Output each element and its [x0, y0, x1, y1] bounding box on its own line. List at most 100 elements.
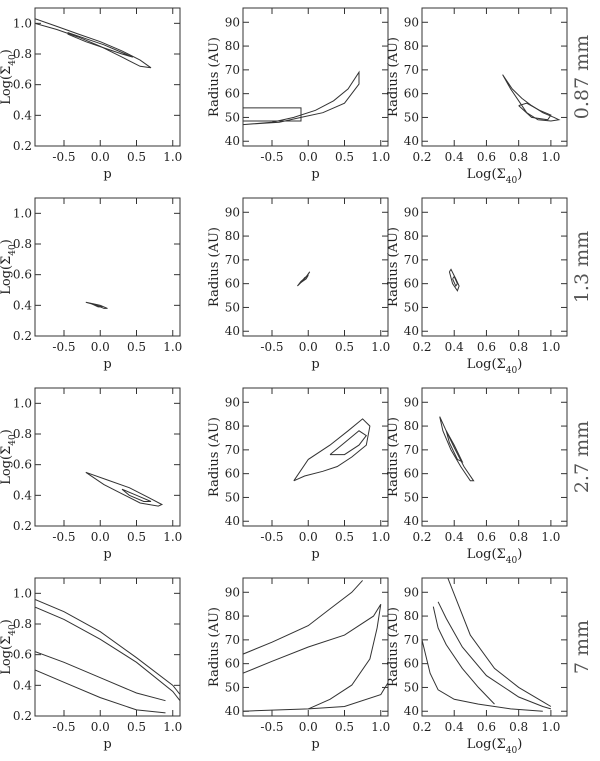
y-tick-label: 80 [225, 39, 240, 53]
y-tick-label: 80 [404, 609, 419, 623]
y-tick-label: 0.6 [13, 648, 32, 662]
panel-r3-c2: 0.2 0.4 0.6 0.8 1.0 40 50 60 70 80 90 Log(Σ40) Radiu… [386, 577, 568, 756]
y-tick-label: 40 [225, 134, 240, 148]
x-tick-label: 0.8 [509, 720, 528, 734]
x-tick-label: 0.8 [509, 150, 528, 164]
panel-frame [421, 387, 568, 527]
panel-frame [34, 197, 181, 337]
y-tick-label: 80 [225, 419, 240, 433]
y-tick-label: 50 [404, 300, 419, 314]
y-tick-label: 80 [225, 609, 240, 623]
y-tick-label: 60 [404, 657, 419, 671]
x-tick-label: 0.0 [299, 530, 318, 544]
x-tick-label: 1.0 [163, 530, 182, 544]
contour-line-0 [439, 416, 475, 482]
y-tick-label: 70 [404, 253, 419, 267]
y-tick-label: 70 [225, 63, 240, 77]
x-tick-label: 0.8 [509, 340, 528, 354]
contour-line-1 [35, 606, 180, 702]
x-tick-label: -0.5 [52, 720, 75, 734]
contour-line-1 [67, 32, 134, 58]
y-tick-label: 40 [404, 704, 419, 718]
contour-line-0 [243, 580, 363, 655]
y-tick-label: 0.4 [13, 108, 32, 122]
panel-r1-c1: -0.5 0.0 0.5 1.0 40 50 60 70 80 90 p Radius (AU) [207, 197, 390, 372]
contour-line-0 [447, 578, 552, 707]
contour-line-0 [448, 268, 460, 292]
x-tick-label: 0.6 [477, 720, 496, 734]
x-tick-label: -0.5 [260, 150, 283, 164]
x-tick-label: 0.5 [127, 720, 146, 734]
y-tick-label: 50 [225, 110, 240, 124]
x-tick-label: 0.4 [445, 530, 464, 544]
x-tick-label: 0.5 [335, 720, 354, 734]
panel-r2-c0: -0.5 0.0 0.5 1.0 0.2 0.4 0.6 0.8 1.0 p Log(Σ40) [0, 387, 182, 562]
y-tick-label: 50 [404, 680, 419, 694]
panel-frame [421, 7, 568, 147]
y-tick-label: 1.0 [13, 586, 32, 600]
contour-line-1 [437, 601, 552, 710]
y-tick-label: 0.4 [13, 298, 32, 312]
panel-r0-c0: -0.5 0.0 0.5 1.0 0.2 0.4 0.6 0.8 1.0 p Log(Σ40) [0, 7, 182, 182]
x-axis-label: p [103, 357, 111, 372]
x-tick-label: 0.0 [91, 340, 110, 354]
contour-line-0 [502, 74, 561, 122]
x-axis-label: p [103, 737, 111, 752]
x-axis-label: Log(Σ40) [467, 357, 523, 376]
x-tick-label: 0.0 [299, 340, 318, 354]
contour-line-3 [243, 682, 388, 712]
x-tick-label: 0.0 [299, 720, 318, 734]
panel-frame [34, 577, 181, 717]
panel-r1-c2: 0.2 0.4 0.6 0.8 1.0 40 50 60 70 80 90 Log(Σ40) Radiu… [386, 197, 568, 376]
y-axis-label: Radius (AU) [207, 607, 222, 687]
x-tick-label: 0.6 [477, 340, 496, 354]
x-tick-label: 1.0 [371, 720, 390, 734]
y-tick-label: 70 [225, 633, 240, 647]
y-tick-label: 0.4 [13, 678, 32, 692]
x-tick-label: -0.5 [52, 530, 75, 544]
y-tick-label: 0.6 [13, 78, 32, 92]
x-tick-label: 0.8 [509, 530, 528, 544]
panel-frame [421, 577, 568, 717]
y-axis-label: Radius (AU) [386, 37, 401, 117]
x-axis-label: p [311, 737, 319, 752]
x-tick-label: 0.5 [335, 150, 354, 164]
y-tick-label: 40 [225, 324, 240, 338]
y-tick-label: 0.8 [13, 617, 32, 631]
y-tick-label: 90 [225, 585, 240, 599]
panel-r0-c2: 0.2 0.4 0.6 0.8 1.0 40 50 60 70 80 90 Log(Σ40) Radiu… [386, 7, 568, 186]
y-tick-label: 90 [225, 395, 240, 409]
panel-r0-c1: -0.5 0.0 0.5 1.0 40 50 60 70 80 90 p Radius (AU) [207, 7, 390, 182]
y-tick-label: 0.2 [13, 519, 32, 533]
y-axis-label: Log(Σ40) [0, 429, 18, 485]
panel-frame [242, 197, 389, 337]
panel-frame [421, 197, 568, 337]
y-tick-label: 1.0 [13, 16, 32, 30]
x-tick-label: -0.5 [52, 150, 75, 164]
panel-r3-c1: -0.5 0.0 0.5 1.0 40 50 60 70 80 90 p Radius (AU) [207, 577, 390, 752]
x-tick-label: 0.4 [445, 720, 464, 734]
contour-line-1 [91, 303, 103, 308]
y-axis-label: Radius (AU) [207, 227, 222, 307]
x-tick-label: 0.6 [477, 530, 496, 544]
y-tick-label: 0.2 [13, 139, 32, 153]
y-tick-label: 60 [225, 467, 240, 481]
y-tick-label: 50 [225, 300, 240, 314]
y-tick-label: 80 [404, 229, 419, 243]
y-tick-label: 60 [225, 87, 240, 101]
x-tick-label: 0.2 [412, 150, 431, 164]
contour-line-0 [35, 18, 152, 69]
y-tick-label: 70 [404, 443, 419, 457]
wavelength-row-label: 2.7 mm [571, 421, 593, 493]
x-tick-label: 0.5 [127, 150, 146, 164]
x-tick-label: 1.0 [371, 150, 390, 164]
x-tick-label: 0.0 [299, 150, 318, 164]
y-axis-label: Radius (AU) [386, 607, 401, 687]
x-tick-label: 0.2 [412, 720, 431, 734]
y-tick-label: 50 [404, 490, 419, 504]
y-tick-label: 60 [225, 277, 240, 291]
panel-frame [34, 7, 181, 147]
y-tick-label: 40 [404, 324, 419, 338]
x-tick-label: 1.0 [163, 720, 182, 734]
y-tick-label: 70 [404, 63, 419, 77]
